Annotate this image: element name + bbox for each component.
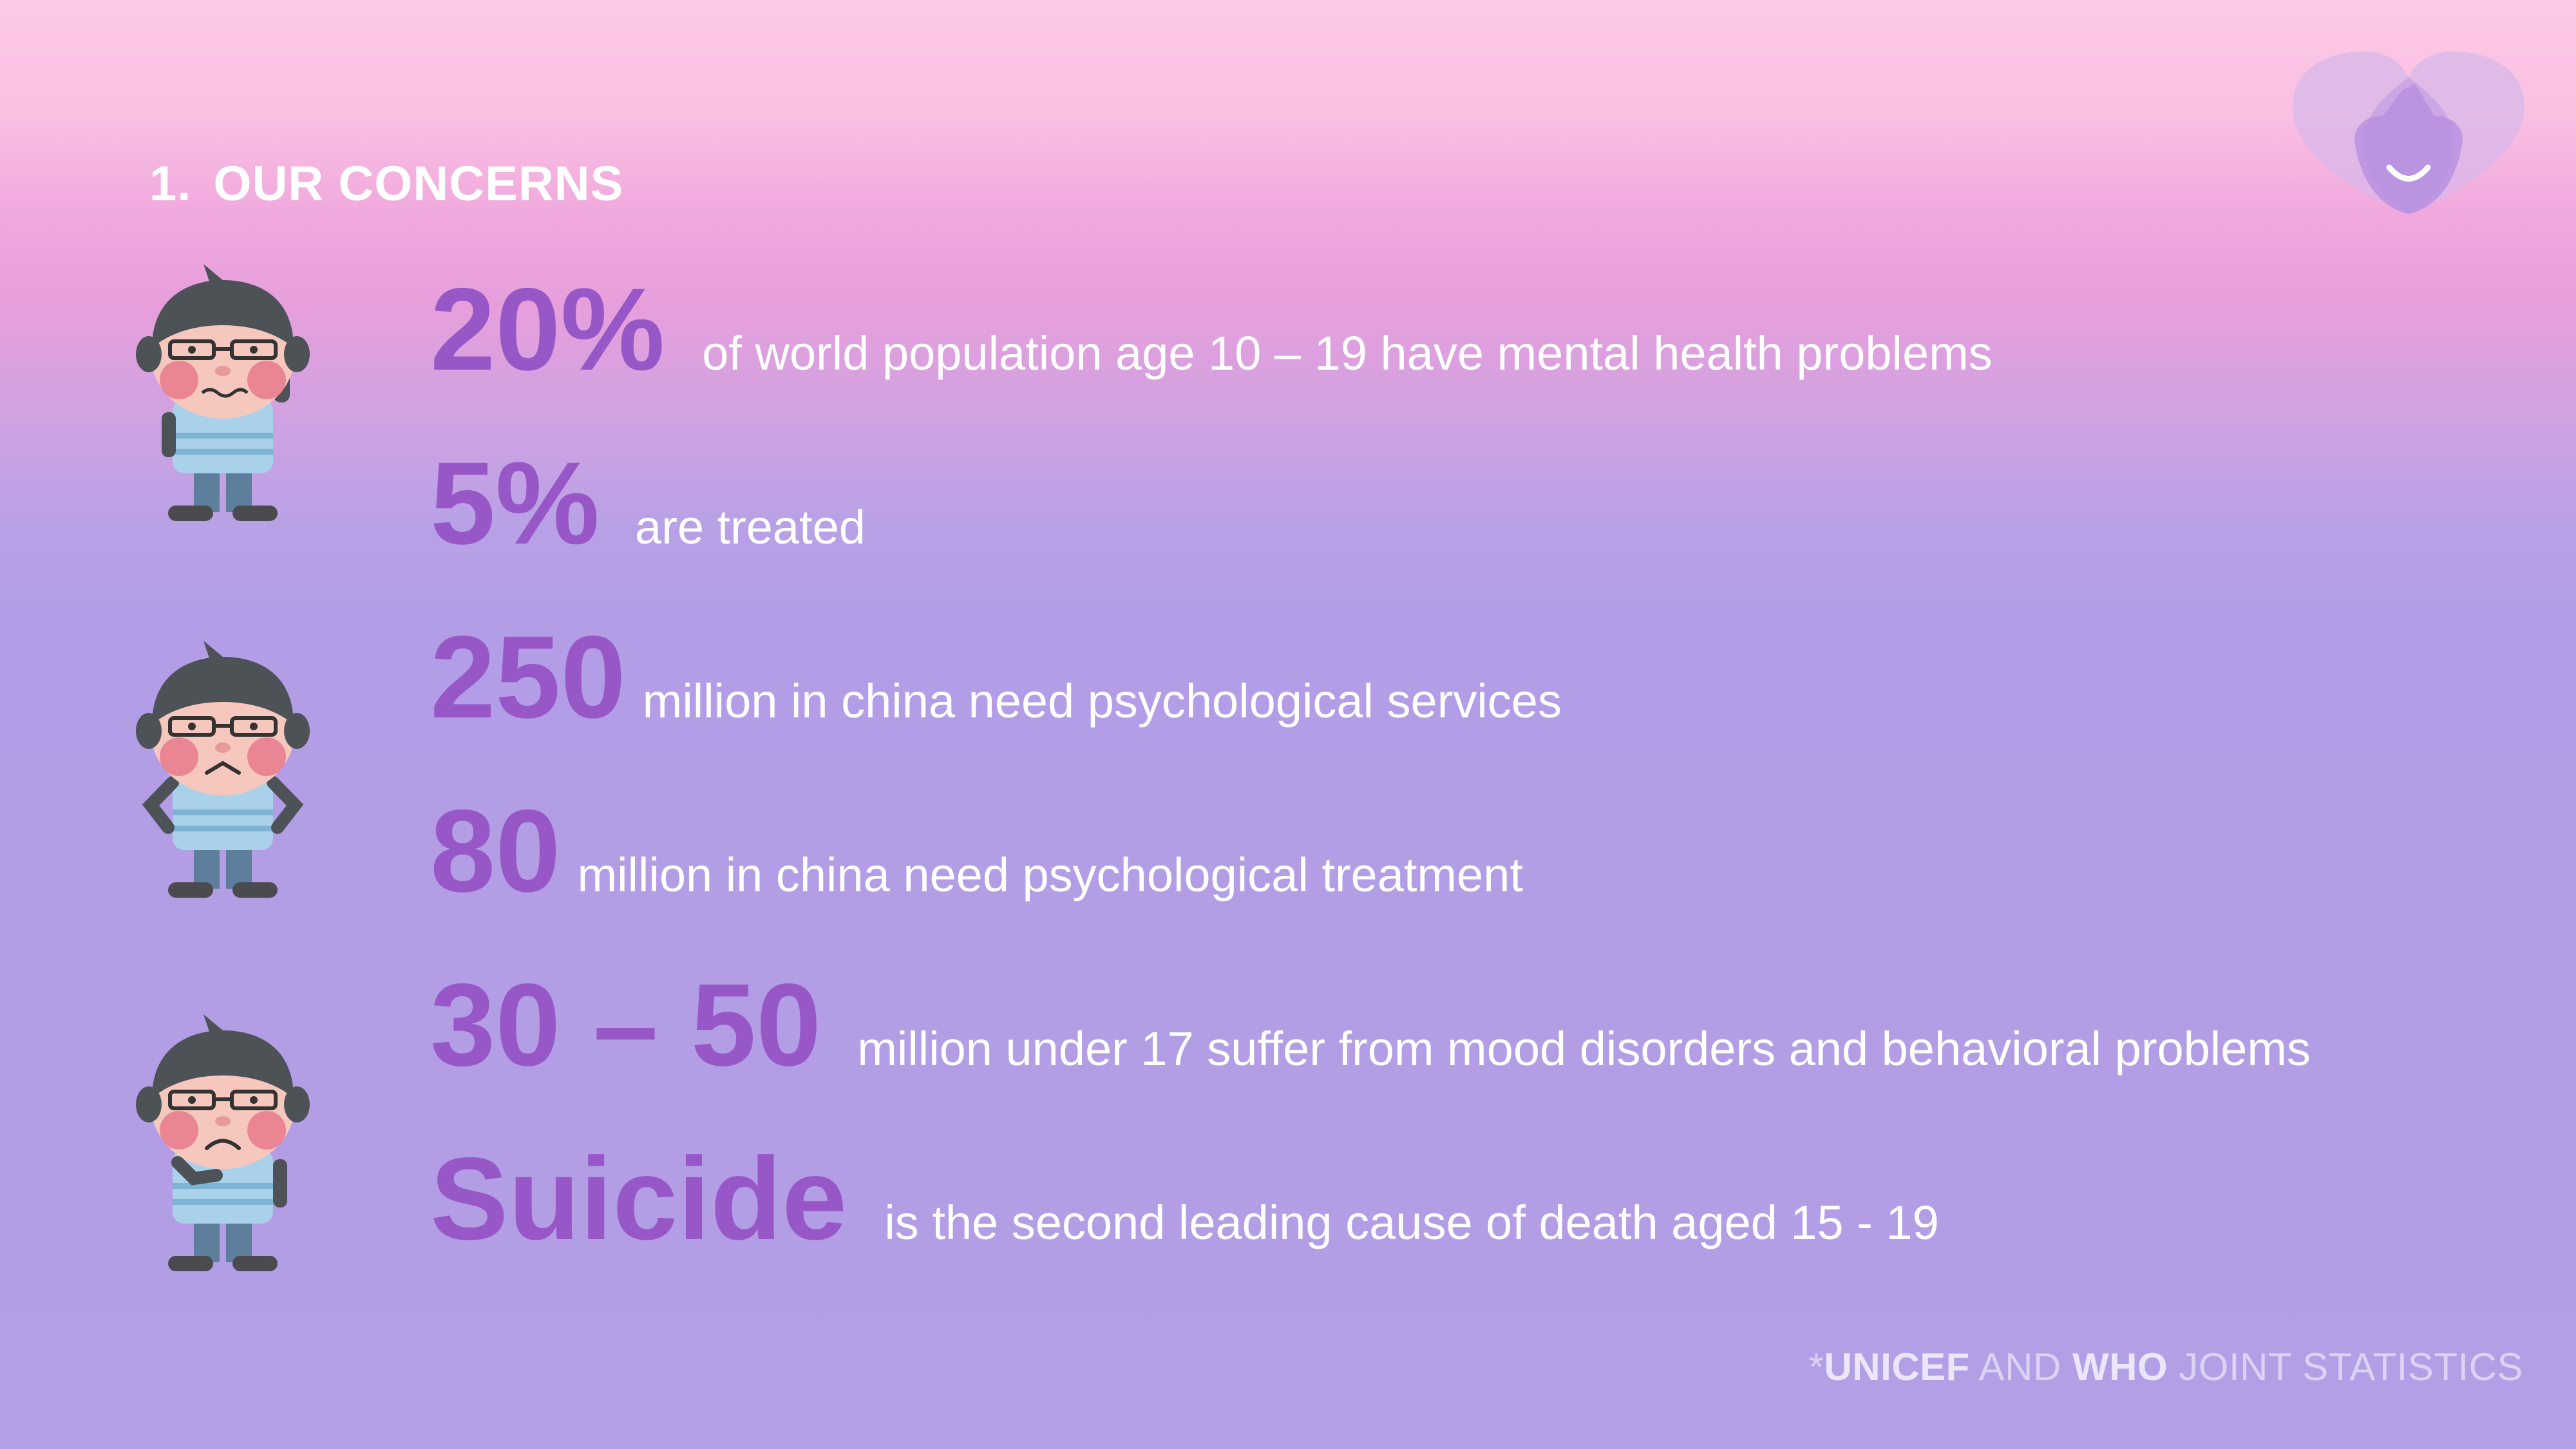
stat-value: 80 [430, 785, 561, 916]
stat-value: 30 – 50 [430, 959, 822, 1090]
source-org-unicef: UNICEF [1824, 1345, 1970, 1388]
stat-description: is the second leading cause of death age… [884, 1196, 1939, 1249]
source-prefix: * [1808, 1345, 1824, 1388]
stat-row: Suicide is the second leading cause of d… [430, 1140, 1939, 1257]
stat-description: million in china need psychological trea… [577, 848, 1523, 902]
sad-character-icon [136, 1014, 310, 1271]
source-suffix: JOINT STATISTICS [2168, 1345, 2523, 1388]
source-org-who: WHO [2072, 1345, 2168, 1388]
stat-row: 250 million in china need psychological … [430, 618, 1562, 735]
source-and: AND [1969, 1345, 2072, 1388]
stat-value: Suicide [430, 1133, 848, 1264]
page-title: 1. OUR CONCERNS [149, 156, 623, 212]
frowning-character-icon [136, 641, 310, 898]
section-title: OUR CONCERNS [213, 156, 624, 211]
stat-row: 30 – 50 million under 17 suffer from moo… [430, 966, 2311, 1083]
stat-value: 5% [430, 437, 600, 569]
section-number: 1. [149, 156, 192, 211]
worried-character-icon [136, 264, 310, 521]
stat-row: 5% are treated [430, 444, 866, 562]
stat-description: are treated [635, 500, 866, 554]
source-note: *UNICEF AND WHO JOINT STATISTICS [1809, 1345, 2523, 1389]
stat-value: 250 [430, 611, 626, 743]
heart-smile-logo-icon [2293, 52, 2524, 214]
stat-description: million in china need psychological serv… [642, 674, 1562, 728]
stat-description: of world population age 10 – 19 have men… [702, 327, 1993, 380]
stat-description: million under 17 suffer from mood disord… [857, 1022, 2311, 1075]
stat-row: 80 million in china need psychological t… [430, 792, 1523, 909]
stat-value: 20% [430, 263, 665, 395]
stat-row: 20% of world population age 10 – 19 have… [430, 270, 1993, 388]
